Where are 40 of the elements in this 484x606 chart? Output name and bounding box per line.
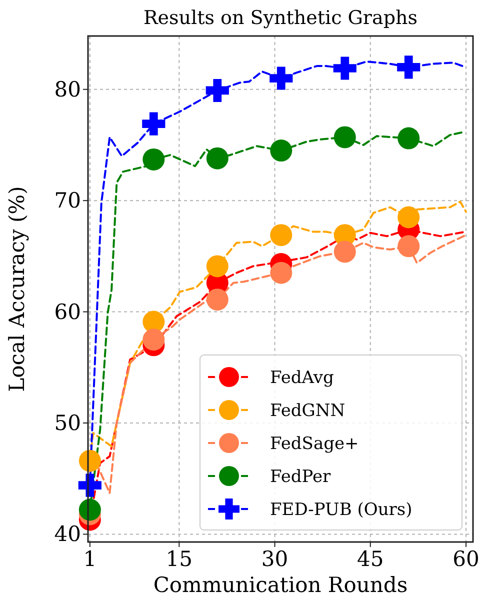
legend-label: FedGNN [270,401,346,421]
y-tick-label: 60 [54,300,81,324]
x-tick-label: 30 [261,547,288,571]
legend-label: FedAvg [270,368,334,388]
point [78,474,102,497]
point [142,310,165,333]
legend-label: FED-PUB (Ours) [270,500,412,520]
point [78,450,101,472]
point [270,66,293,90]
y-tick-label: 70 [54,188,81,213]
y-axis-title: Local Accuracy (%) [5,186,29,392]
y-tick-label: 50 [54,411,81,436]
point [333,56,356,80]
x-tick-label: 15 [166,547,193,571]
y-tick-label: 40 [54,522,81,546]
point [334,240,356,263]
point [206,78,229,102]
legend-label: FedPer [270,467,332,487]
point [397,56,420,79]
point [398,235,420,258]
point [270,140,292,162]
point [142,148,165,170]
legend-label: FedSage+ [270,434,359,454]
point [270,224,292,246]
point [206,147,228,170]
x-tick-label: 1 [83,547,97,571]
x-tick-label: 60 [452,547,480,571]
point [398,206,420,228]
point [142,112,166,136]
chart-title: Results on Synthetic Graphs [144,7,418,29]
point [206,255,228,278]
point [398,127,420,150]
point [334,126,356,148]
x-tick-label: 45 [357,547,384,571]
x-axis-title: Communication Rounds [153,573,408,597]
point [142,328,165,351]
point [78,498,101,521]
y-tick-label: 80 [54,77,81,102]
point [270,262,292,284]
point [206,288,228,311]
